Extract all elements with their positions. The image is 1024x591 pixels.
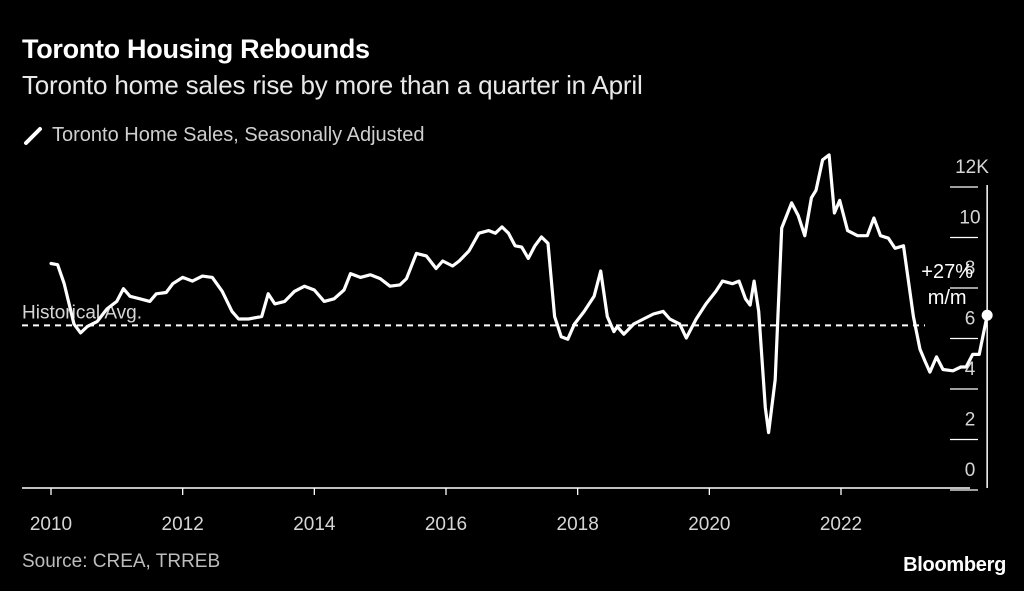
chart-title: Toronto Housing Rebounds [22, 34, 370, 64]
annotation-label: m/m [928, 287, 967, 309]
x-tick-label: 2022 [820, 514, 862, 535]
chart-subtitle: Toronto home sales rise by more than a q… [22, 70, 643, 100]
x-tick-label: 2010 [30, 514, 72, 535]
y-tick-label: 12K [955, 157, 989, 178]
x-tick-label: 2018 [557, 514, 599, 535]
bloomberg-logo: Bloomberg [903, 554, 1006, 576]
y-tick-label: 6 [965, 309, 976, 330]
historical-average-label: Historical Avg. [22, 302, 142, 323]
x-tick-label: 2020 [688, 514, 730, 535]
legend-label: Toronto Home Sales, Seasonally Adjusted [52, 124, 425, 146]
x-tick-label: 2016 [425, 514, 467, 535]
series-line-home-sales [49, 153, 989, 435]
y-tick-label: 8 [965, 258, 976, 279]
latest-point-marker [981, 309, 993, 321]
y-tick-label: 4 [965, 359, 976, 380]
annotation-label: +27% [921, 261, 973, 283]
x-tick-label: 2012 [162, 514, 204, 535]
y-tick-label: 10 [959, 208, 980, 229]
y-tick-label: 2 [965, 410, 976, 431]
x-tick-label: 2014 [293, 514, 336, 535]
source-note: Source: CREA, TRREB [22, 551, 221, 572]
y-tick-label: 0 [965, 460, 976, 481]
legend: Toronto Home Sales, Seasonally Adjusted [22, 124, 424, 147]
legend-line-icon [24, 126, 42, 145]
